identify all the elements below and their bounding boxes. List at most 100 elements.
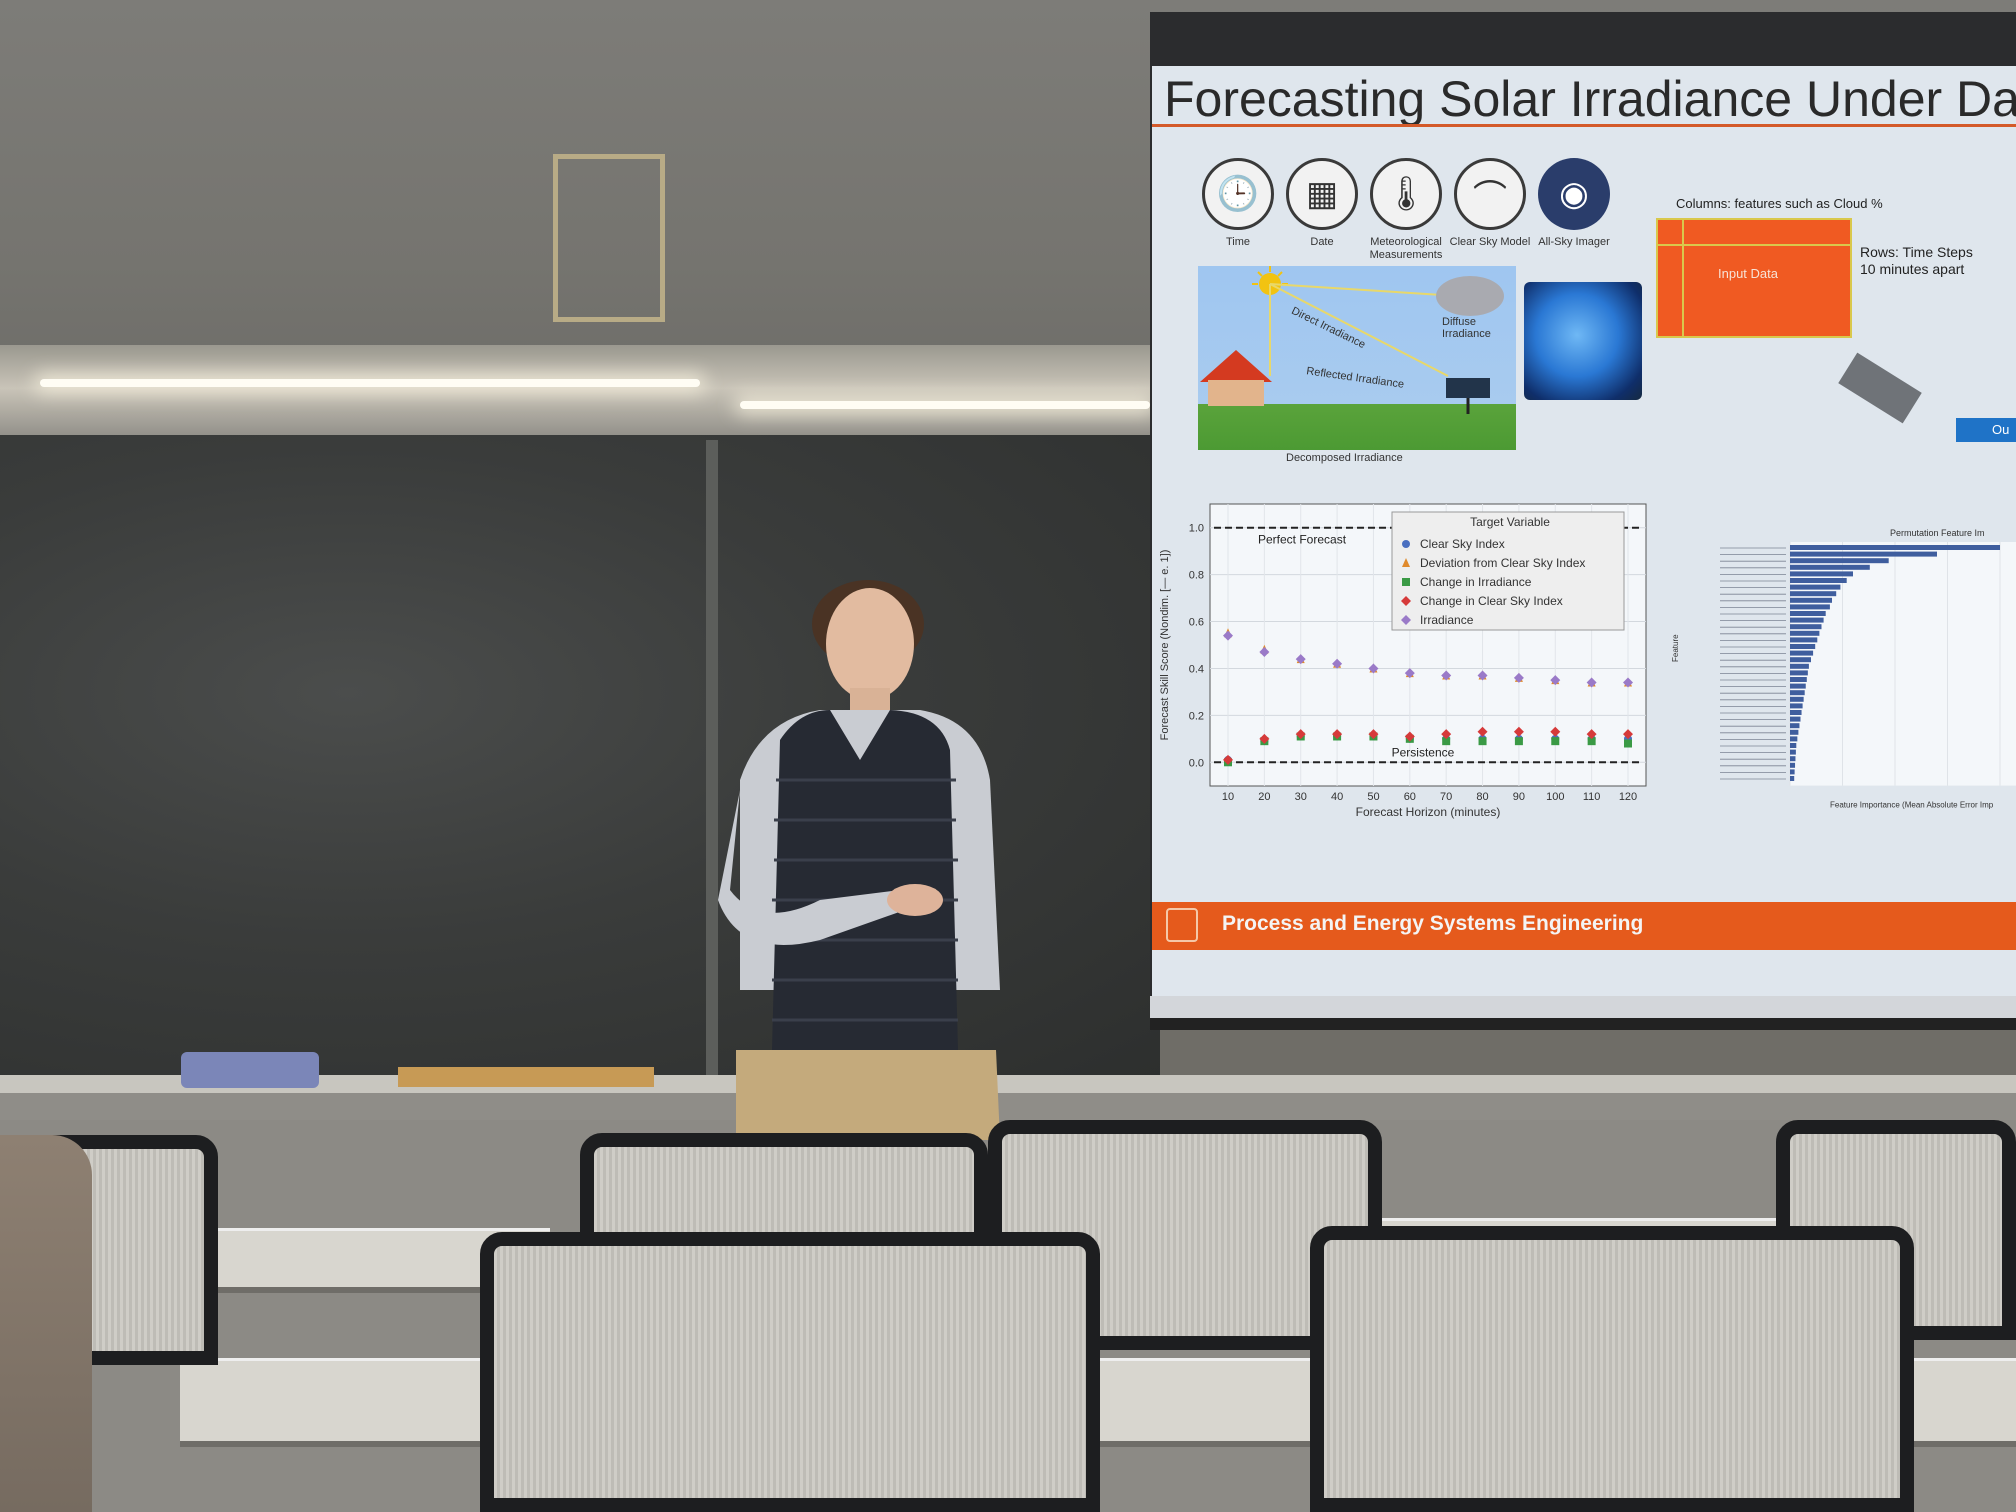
data-point bbox=[1586, 677, 1597, 688]
icon-label: Time bbox=[1225, 236, 1251, 248]
icon-label: All-Sky Imager bbox=[1538, 236, 1610, 248]
x-tick-label: 30 bbox=[1295, 791, 1307, 803]
importance-bar bbox=[1790, 670, 1808, 676]
importance-bar bbox=[1790, 696, 1804, 702]
light-tube bbox=[40, 379, 700, 387]
irradiance-diagram: Direct Irradiance Diffuse Irradiance Ref… bbox=[1198, 266, 1516, 450]
importance-bar bbox=[1790, 776, 1795, 781]
data-point bbox=[1295, 729, 1306, 740]
presenter-hand bbox=[887, 884, 943, 916]
house-roof-icon bbox=[1200, 350, 1272, 382]
x-tick-label: 20 bbox=[1258, 791, 1270, 803]
chalkboard-seam bbox=[706, 440, 718, 1080]
y-tick-label: 0.8 bbox=[1189, 570, 1204, 582]
importance-bar bbox=[1790, 558, 1889, 564]
data-point bbox=[1442, 737, 1451, 746]
ceiling-light-fixture bbox=[0, 345, 1150, 441]
legend-entry: Irradiance bbox=[1420, 613, 1474, 627]
icon-label: Clear Sky Model bbox=[1449, 236, 1531, 248]
data-point bbox=[1586, 729, 1597, 740]
legend-entry: Clear Sky Index bbox=[1420, 537, 1505, 551]
data-point bbox=[1223, 754, 1233, 765]
light-tube bbox=[740, 401, 1150, 409]
solar-panel-icon bbox=[1446, 378, 1490, 398]
importance-bar bbox=[1790, 571, 1853, 577]
irradiance-drawing bbox=[1200, 266, 1504, 414]
importance-bar bbox=[1790, 716, 1801, 722]
data-point bbox=[1513, 672, 1524, 683]
importance-bar bbox=[1790, 683, 1806, 689]
presenter-face bbox=[826, 588, 914, 700]
sky-imager-icon: ◉ bbox=[1538, 158, 1610, 230]
presenter-trousers bbox=[736, 1050, 1000, 1140]
importance-bar bbox=[1790, 637, 1818, 643]
x-tick-label: 110 bbox=[1583, 791, 1601, 803]
y-axis-label: Forecast Skill Score (Nondim. [— e. 1]) bbox=[1159, 550, 1171, 741]
x-tick-label: 60 bbox=[1404, 791, 1416, 803]
importance-bar bbox=[1790, 710, 1802, 715]
x-tick-label: 40 bbox=[1331, 791, 1343, 803]
presentation-slide: Forecasting Solar Irradiance Under Data … bbox=[1152, 66, 2016, 996]
model-arrow bbox=[1838, 352, 1922, 424]
cloud-icon bbox=[1436, 276, 1504, 316]
y-tick-label: 0.0 bbox=[1189, 757, 1204, 769]
annotation: Persistence bbox=[1392, 745, 1455, 759]
output-label: Ou bbox=[1992, 422, 2010, 437]
importance-bar bbox=[1790, 736, 1798, 742]
all-sky-image bbox=[1524, 282, 1642, 400]
university-logo bbox=[1166, 908, 1198, 942]
legend-title: Target Variable bbox=[1470, 515, 1550, 529]
presenter-vest bbox=[772, 710, 958, 1050]
chalk-tray bbox=[0, 1093, 2016, 1121]
importance-bar bbox=[1790, 650, 1814, 656]
annotation: Perfect Forecast bbox=[1258, 533, 1347, 547]
title-rule bbox=[1152, 124, 2016, 127]
seated-student bbox=[0, 1135, 92, 1512]
data-point bbox=[1368, 663, 1379, 674]
data-point bbox=[1587, 737, 1596, 746]
chair bbox=[480, 1232, 1100, 1512]
data-point bbox=[1477, 726, 1488, 737]
data-point bbox=[1401, 615, 1411, 625]
x-tick-label: 80 bbox=[1476, 791, 1488, 803]
x-axis-label: Feature Importance (Mean Absolute Error … bbox=[1830, 801, 1994, 810]
skill-score-chart: 0.0 0.2 0.4 0.6 0.8 1.0 10 20 30 40 50 60 70 80 90 100 1… bbox=[1159, 503, 1647, 819]
data-point bbox=[1259, 733, 1270, 744]
output-box: Ou bbox=[1956, 418, 2016, 442]
presenter bbox=[718, 580, 1000, 1140]
data-point bbox=[1623, 729, 1633, 740]
data-point bbox=[1623, 677, 1633, 688]
x-tick-label: 70 bbox=[1440, 791, 1452, 803]
importance-bar bbox=[1790, 657, 1811, 663]
data-point bbox=[1550, 675, 1561, 686]
legend bbox=[1391, 511, 1625, 631]
data-point bbox=[1402, 578, 1410, 586]
slide-footer-bar bbox=[1152, 902, 2016, 950]
importance-bar bbox=[1790, 597, 1832, 603]
x-axis-label: Forecast Horizon (minutes) bbox=[1356, 805, 1501, 819]
data-point bbox=[1404, 731, 1415, 742]
importance-bar bbox=[1790, 591, 1837, 597]
importance-bar bbox=[1790, 743, 1797, 748]
thermometer-icon: 🌡 bbox=[1370, 158, 1442, 230]
chair bbox=[1310, 1226, 1914, 1512]
calendar-icon: ▦ bbox=[1286, 158, 1358, 230]
y-tick-label: 1.0 bbox=[1189, 523, 1204, 535]
data-point bbox=[1513, 726, 1524, 737]
clock-icon: 🕒 bbox=[1202, 158, 1274, 230]
importance-bar bbox=[1790, 604, 1830, 610]
diffuse-irradiance-label: Diffuse Irradiance bbox=[1442, 316, 1491, 340]
wall-sign-frame bbox=[553, 154, 665, 322]
y-tick-label: 0.6 bbox=[1189, 617, 1204, 629]
data-point bbox=[1332, 729, 1343, 740]
importance-bar bbox=[1790, 677, 1807, 682]
screen-case bbox=[1150, 1018, 2016, 1030]
importance-bar bbox=[1790, 729, 1799, 735]
data-point bbox=[1402, 558, 1410, 567]
data-point bbox=[1551, 737, 1560, 746]
data-point bbox=[1478, 737, 1487, 746]
house-icon bbox=[1208, 380, 1264, 406]
importance-bar bbox=[1790, 769, 1795, 775]
screen-bottom-edge bbox=[1150, 996, 2016, 1018]
x-tick-label: 90 bbox=[1513, 791, 1525, 803]
